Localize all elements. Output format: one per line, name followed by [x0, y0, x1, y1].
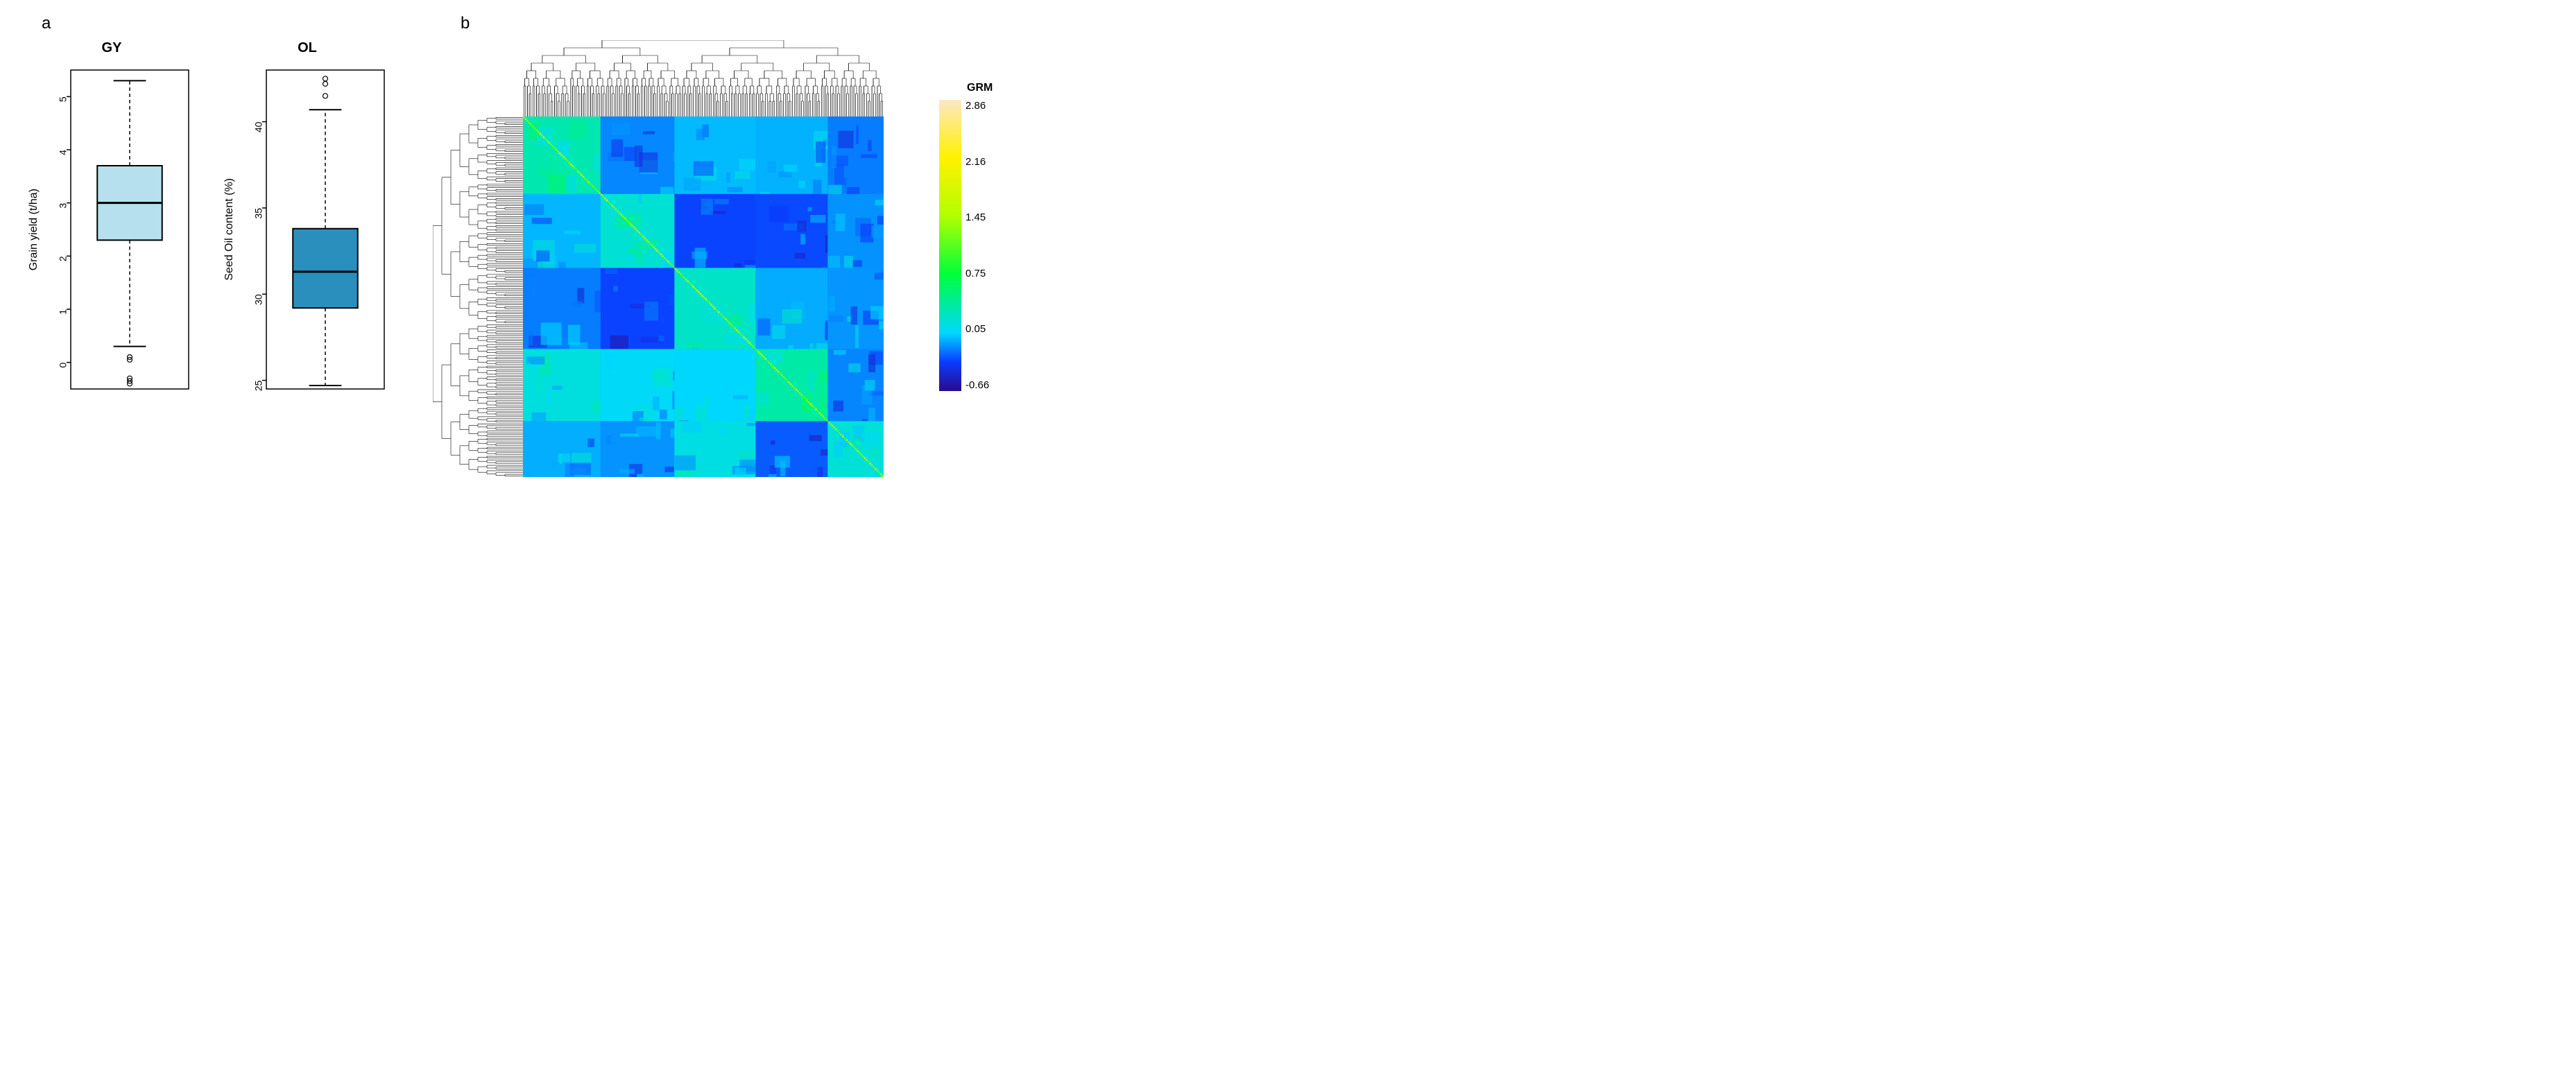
dendrogram-left	[433, 117, 523, 476]
legend-block: GRM 2.86 2.16 1.45 0.75 0.05 -0.66	[939, 82, 993, 391]
svg-text:1: 1	[58, 309, 69, 315]
heatmap-svg	[433, 40, 884, 477]
legend-tick: 1.45	[965, 211, 989, 223]
boxplots-row: GY Grain yield (t/ha) 0 1 2 3 4 5 OL Seed Oil con…	[28, 40, 391, 396]
panel-b-label: b	[461, 14, 2562, 33]
legend-bar	[939, 100, 961, 391]
legend-tick: 2.16	[965, 156, 989, 168]
boxplot-ol: OL Seed Oil content (%) 25 30 35 40	[223, 40, 391, 396]
svg-text:40: 40	[253, 121, 264, 132]
svg-text:35: 35	[253, 208, 264, 219]
heatmap-block	[433, 40, 884, 477]
legend-tick: -0.66	[965, 379, 989, 391]
dendrogram-top	[524, 40, 882, 116]
svg-text:0: 0	[58, 362, 69, 367]
legend-tick: 0.75	[965, 268, 989, 279]
legend-body: 2.86 2.16 1.45 0.75 0.05 -0.66	[939, 100, 993, 391]
boxplot-gy: GY Grain yield (t/ha) 0 1 2 3 4 5	[28, 40, 196, 396]
legend-tick: 0.05	[965, 323, 989, 335]
figure-root: a GY Grain yield (t/ha) 0 1 2 3 4 5 OL Seed Oil c…	[14, 14, 2562, 477]
svg-text:5: 5	[58, 96, 69, 102]
boxplot-ylabel: Grain yield (t/ha)	[28, 189, 40, 270]
svg-text:4: 4	[58, 150, 69, 155]
boxplot-title: OL	[298, 40, 317, 56]
boxplot-svg: 0 1 2 3 4 5	[43, 63, 196, 396]
svg-text:2: 2	[58, 256, 69, 261]
svg-text:3: 3	[58, 202, 69, 208]
panel-b: b GRM 2.86 2.16 1.45 0.75 0.05 -0.66	[433, 14, 2562, 477]
legend-tick: 2.86	[965, 100, 989, 112]
boxplot-title: GY	[102, 40, 122, 56]
legend-title: GRM	[967, 82, 993, 94]
boxplot-svg: 25 30 35 40	[239, 63, 391, 396]
boxplot-wrap: Seed Oil content (%) 25 30 35 40	[223, 63, 391, 396]
panel-a: a GY Grain yield (t/ha) 0 1 2 3 4 5 OL Seed Oil c…	[14, 14, 391, 396]
svg-text:30: 30	[253, 294, 264, 305]
svg-text:25: 25	[253, 380, 264, 391]
boxplot-wrap: Grain yield (t/ha) 0 1 2 3 4 5	[28, 63, 196, 396]
legend-ticks: 2.86 2.16 1.45 0.75 0.05 -0.66	[965, 100, 989, 391]
panel-a-label: a	[42, 14, 391, 33]
boxplot-ylabel: Seed Oil content (%)	[223, 178, 236, 281]
panel-b-content: GRM 2.86 2.16 1.45 0.75 0.05 -0.66	[433, 40, 2562, 477]
